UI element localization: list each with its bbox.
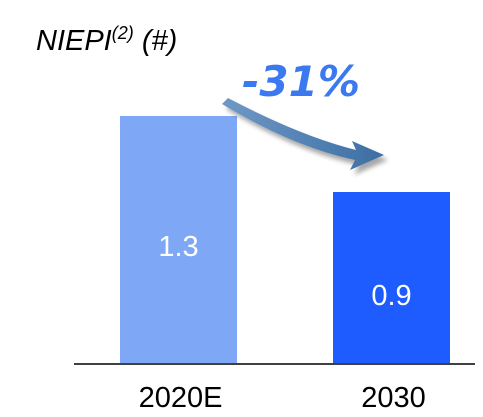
- chart-title-space: [134, 25, 142, 57]
- change-annotation: -31%: [242, 57, 360, 106]
- value-label-2030: 0.9: [371, 280, 411, 312]
- bar-2030: [333, 192, 450, 363]
- arrow-shape: [222, 98, 384, 170]
- value-label-2020e: 1.3: [158, 231, 198, 263]
- chart-title: NIEPI(2) (#): [36, 23, 177, 57]
- chart-title-main: NIEPI: [36, 25, 112, 57]
- bar-2020e: [120, 116, 237, 363]
- bars-group: [120, 116, 450, 363]
- category-label-2020e: 2020E: [139, 382, 223, 414]
- category-label-2030: 2030: [361, 382, 426, 414]
- decrease-arrow: [222, 98, 384, 170]
- chart-title-superscript: (2): [112, 23, 134, 43]
- labels-group: 1.3 2020E 0.9 2030: [139, 231, 426, 414]
- chart-title-suffix: (#): [142, 25, 177, 57]
